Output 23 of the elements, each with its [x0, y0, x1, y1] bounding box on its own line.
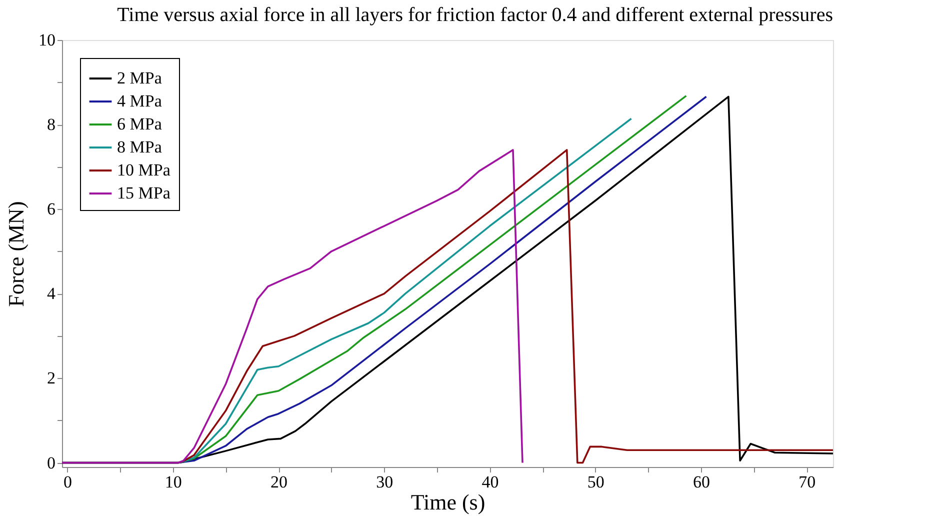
legend-label: 6 MPa	[117, 114, 162, 134]
legend-label: 2 MPa	[117, 68, 162, 88]
legend-label: 10 MPa	[117, 160, 171, 180]
y-tick-label: 4	[47, 284, 56, 304]
y-tick-label: 2	[47, 368, 56, 388]
y-tick-label: 0	[47, 453, 56, 472]
x-tick-label: 20	[270, 472, 288, 492]
legend-label: 4 MPa	[117, 92, 162, 110]
x-axis-title: Time (s)	[410, 490, 486, 514]
x-tick-label: 50	[587, 472, 604, 492]
x-tick-label: 40	[482, 472, 499, 492]
x-tick-label: 10	[164, 472, 182, 492]
y-tick-label: 6	[47, 200, 56, 219]
y-tick-label: 10	[38, 30, 56, 50]
chart-title: Time versus axial force in all layers for friction factor 0.4 and different external pressures	[117, 4, 834, 26]
x-tick-label: 70	[798, 472, 816, 492]
y-axis-title: Force (MN)	[4, 201, 28, 307]
legend-label: 15 MPa	[117, 184, 171, 202]
y-tick-label: 8	[47, 115, 56, 134]
x-tick-label: 60	[692, 472, 710, 492]
x-tick-label: 30	[376, 472, 394, 492]
legend-label: 8 MPa	[117, 138, 162, 156]
x-tick-label: 0	[64, 472, 72, 492]
